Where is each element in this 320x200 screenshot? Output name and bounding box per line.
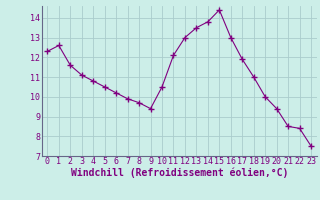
X-axis label: Windchill (Refroidissement éolien,°C): Windchill (Refroidissement éolien,°C) [70, 168, 288, 178]
